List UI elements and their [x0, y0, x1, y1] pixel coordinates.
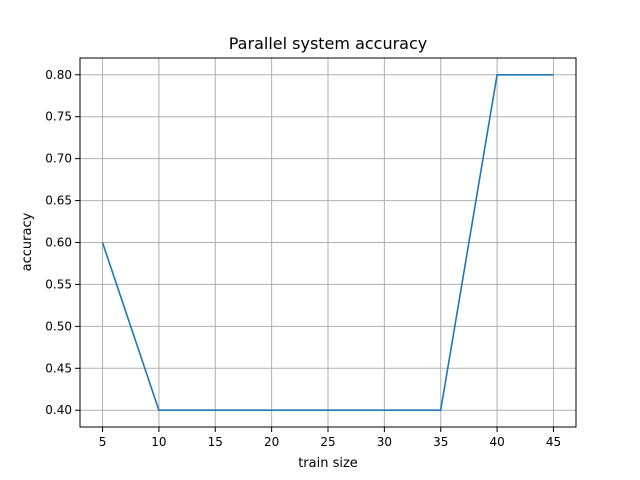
series-line [101, 74, 554, 412]
y-tick-label: 0.40 [45, 403, 72, 417]
y-tick-label: 0.70 [45, 152, 72, 166]
x-axis-label: train size [298, 456, 358, 471]
x-tick-label: 5 [99, 435, 107, 449]
series-layer [101, 74, 554, 412]
y-tick-label: 0.75 [45, 110, 72, 124]
x-tick-label: 30 [377, 435, 392, 449]
y-tick-label: 0.65 [45, 194, 72, 208]
x-axis-ticks: 5 10 15 20 25 30 35 40 45 [99, 427, 561, 449]
x-tick-label: 35 [433, 435, 448, 449]
y-tick-label: 0.50 [45, 319, 72, 333]
grid-lines [80, 58, 576, 427]
x-tick-label: 25 [320, 435, 335, 449]
y-tick-label: 0.55 [45, 277, 72, 291]
y-axis-label: accuracy [20, 212, 35, 271]
y-tick-label: 0.80 [45, 68, 72, 82]
x-tick-label: 40 [489, 435, 504, 449]
chart-title: Parallel system accuracy [229, 34, 428, 53]
x-tick-label: 10 [151, 435, 166, 449]
y-tick-label: 0.45 [45, 361, 72, 375]
y-axis-ticks: 0.40 0.45 0.50 0.55 0.60 0.65 0.70 0.75 0.80 [45, 68, 80, 417]
x-tick-label: 15 [208, 435, 223, 449]
x-tick-label: 45 [546, 435, 561, 449]
x-tick-label: 20 [264, 435, 279, 449]
y-tick-label: 0.60 [45, 236, 72, 250]
